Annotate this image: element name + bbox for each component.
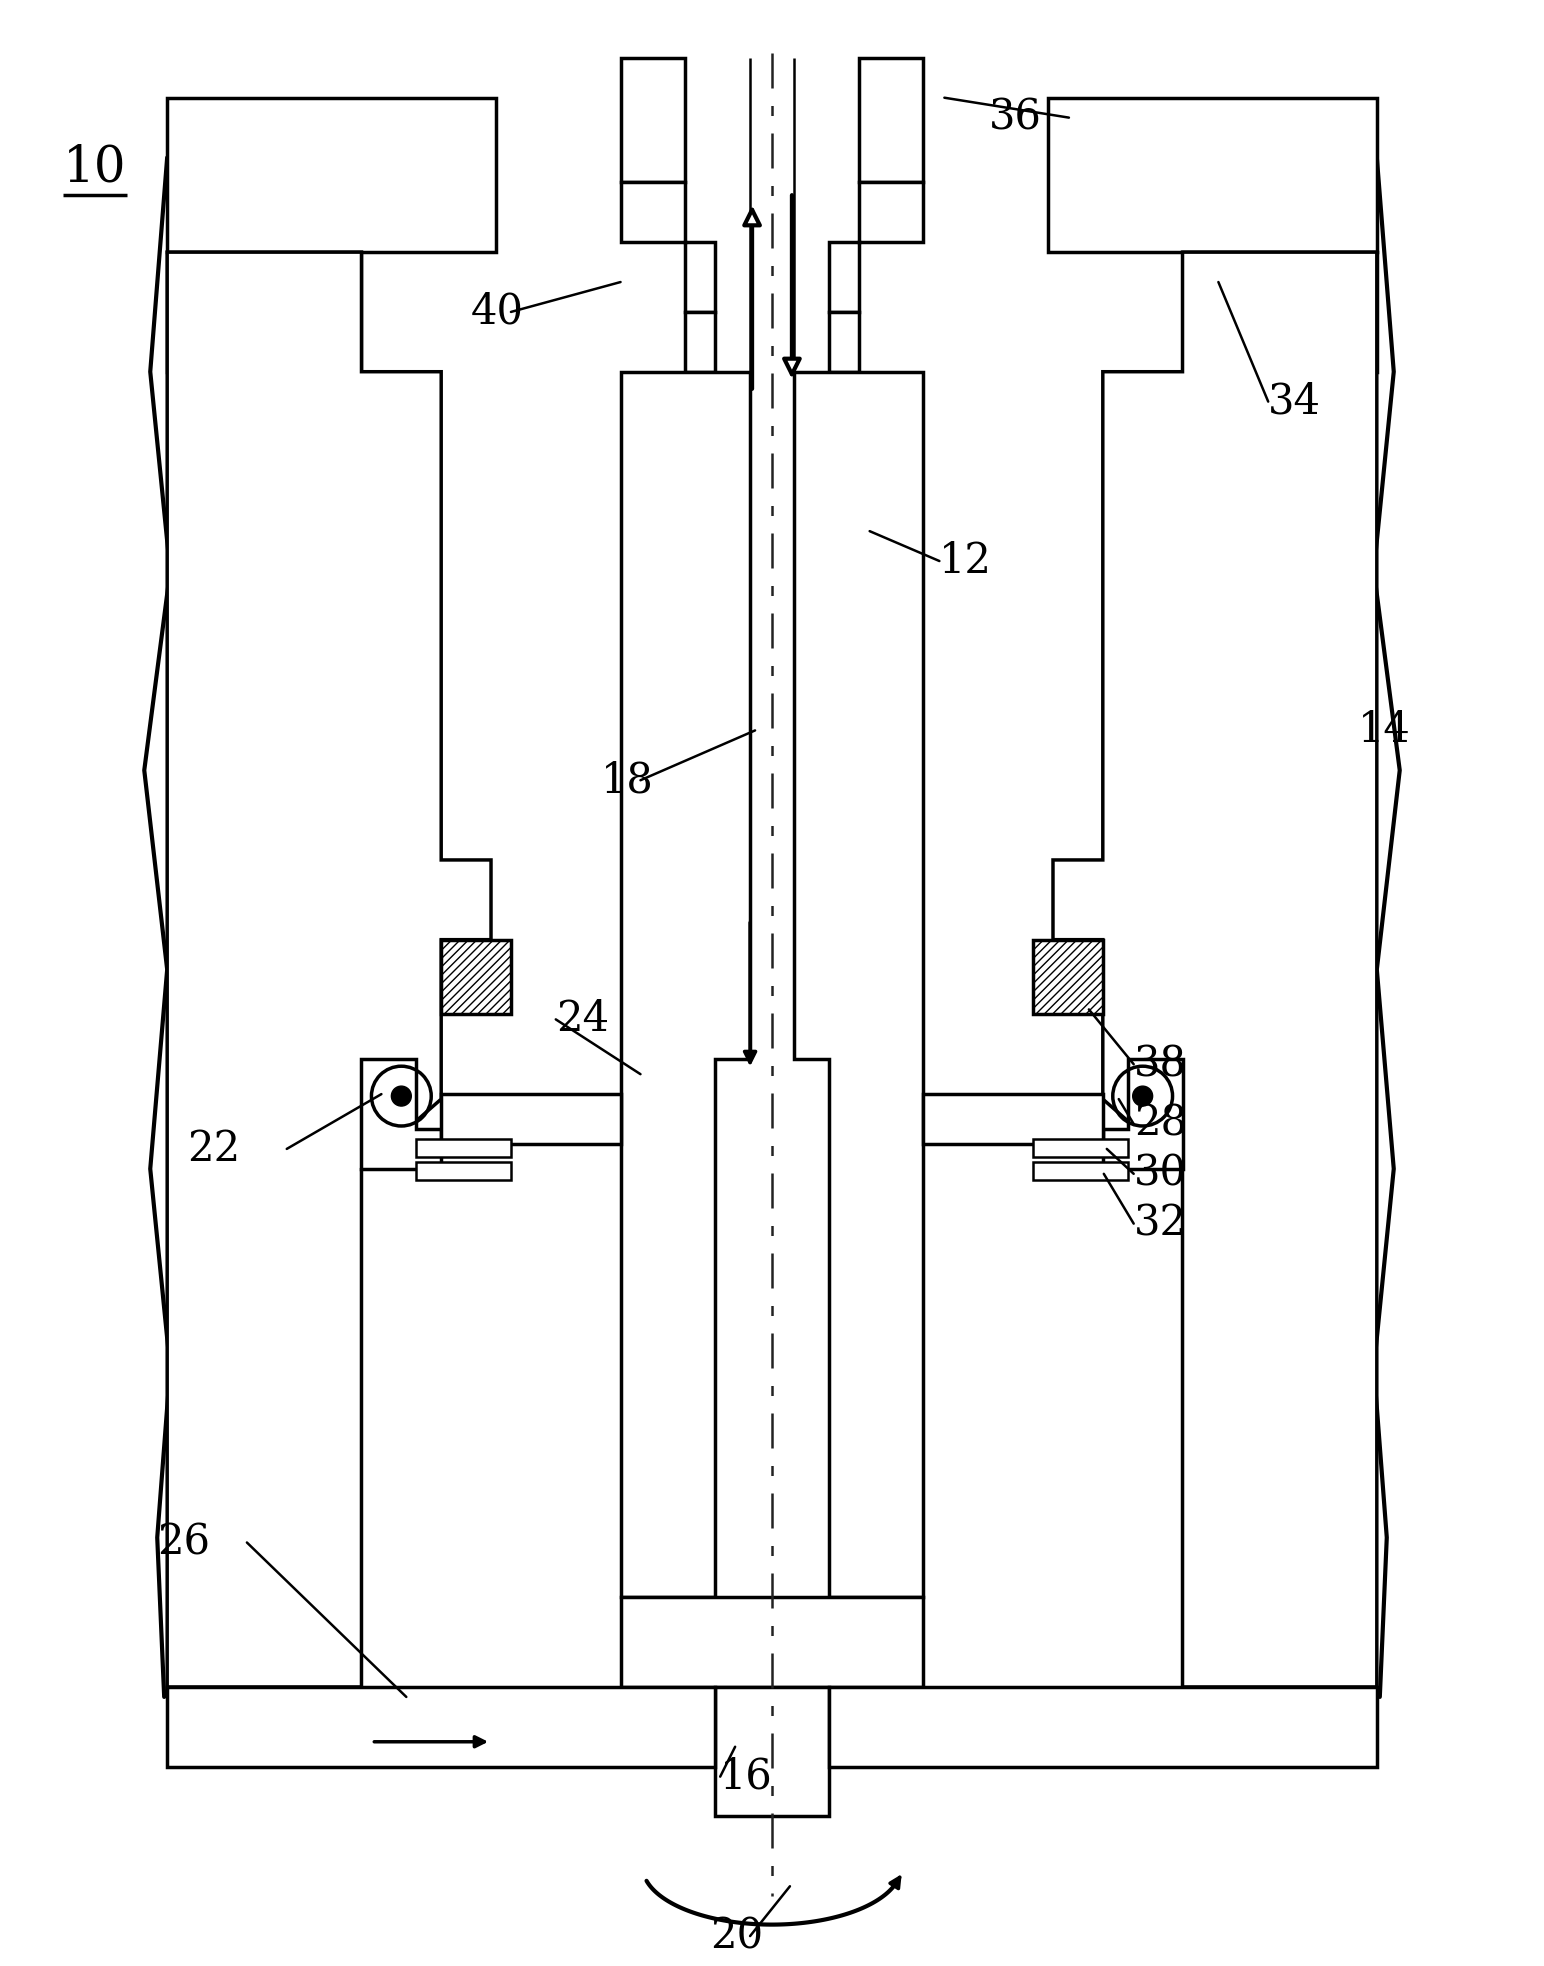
Circle shape <box>1133 1085 1153 1107</box>
Bar <box>1033 1162 1127 1180</box>
Polygon shape <box>361 1060 442 1170</box>
Bar <box>1183 252 1377 372</box>
Polygon shape <box>621 1596 923 1687</box>
Bar <box>829 1687 1377 1767</box>
Bar <box>1033 1138 1127 1156</box>
Polygon shape <box>621 183 715 313</box>
Text: 38: 38 <box>1133 1044 1187 1085</box>
Polygon shape <box>621 57 686 183</box>
Text: 18: 18 <box>601 759 653 802</box>
Polygon shape <box>858 57 923 183</box>
Text: 24: 24 <box>556 999 608 1040</box>
Polygon shape <box>829 183 923 313</box>
Polygon shape <box>829 313 858 372</box>
Text: 30: 30 <box>1133 1152 1187 1195</box>
Text: 40: 40 <box>471 291 523 332</box>
Bar <box>1048 98 1377 252</box>
Bar <box>167 252 361 372</box>
Text: 12: 12 <box>939 541 993 582</box>
Text: 28: 28 <box>1133 1103 1187 1144</box>
Polygon shape <box>686 313 715 372</box>
Bar <box>442 940 511 1014</box>
Text: 10: 10 <box>63 144 127 193</box>
Bar <box>167 98 496 252</box>
Text: 36: 36 <box>990 96 1042 140</box>
Circle shape <box>391 1085 411 1107</box>
Polygon shape <box>715 1687 829 1817</box>
Polygon shape <box>167 252 491 1687</box>
Text: 16: 16 <box>720 1756 774 1797</box>
Polygon shape <box>442 1095 621 1144</box>
Text: 32: 32 <box>1133 1203 1187 1244</box>
Text: 22: 22 <box>187 1128 241 1170</box>
Text: 14: 14 <box>1357 710 1411 751</box>
Text: 20: 20 <box>710 1915 763 1956</box>
Polygon shape <box>794 372 923 1596</box>
Polygon shape <box>621 372 750 1596</box>
Text: 34: 34 <box>1268 381 1322 423</box>
Bar <box>1033 940 1102 1014</box>
Polygon shape <box>1053 252 1377 1687</box>
Text: 26: 26 <box>157 1522 210 1563</box>
Polygon shape <box>923 1095 1102 1144</box>
Bar <box>417 1162 511 1180</box>
Bar <box>167 1687 715 1767</box>
Polygon shape <box>1102 1060 1183 1170</box>
Bar <box>417 1138 511 1156</box>
